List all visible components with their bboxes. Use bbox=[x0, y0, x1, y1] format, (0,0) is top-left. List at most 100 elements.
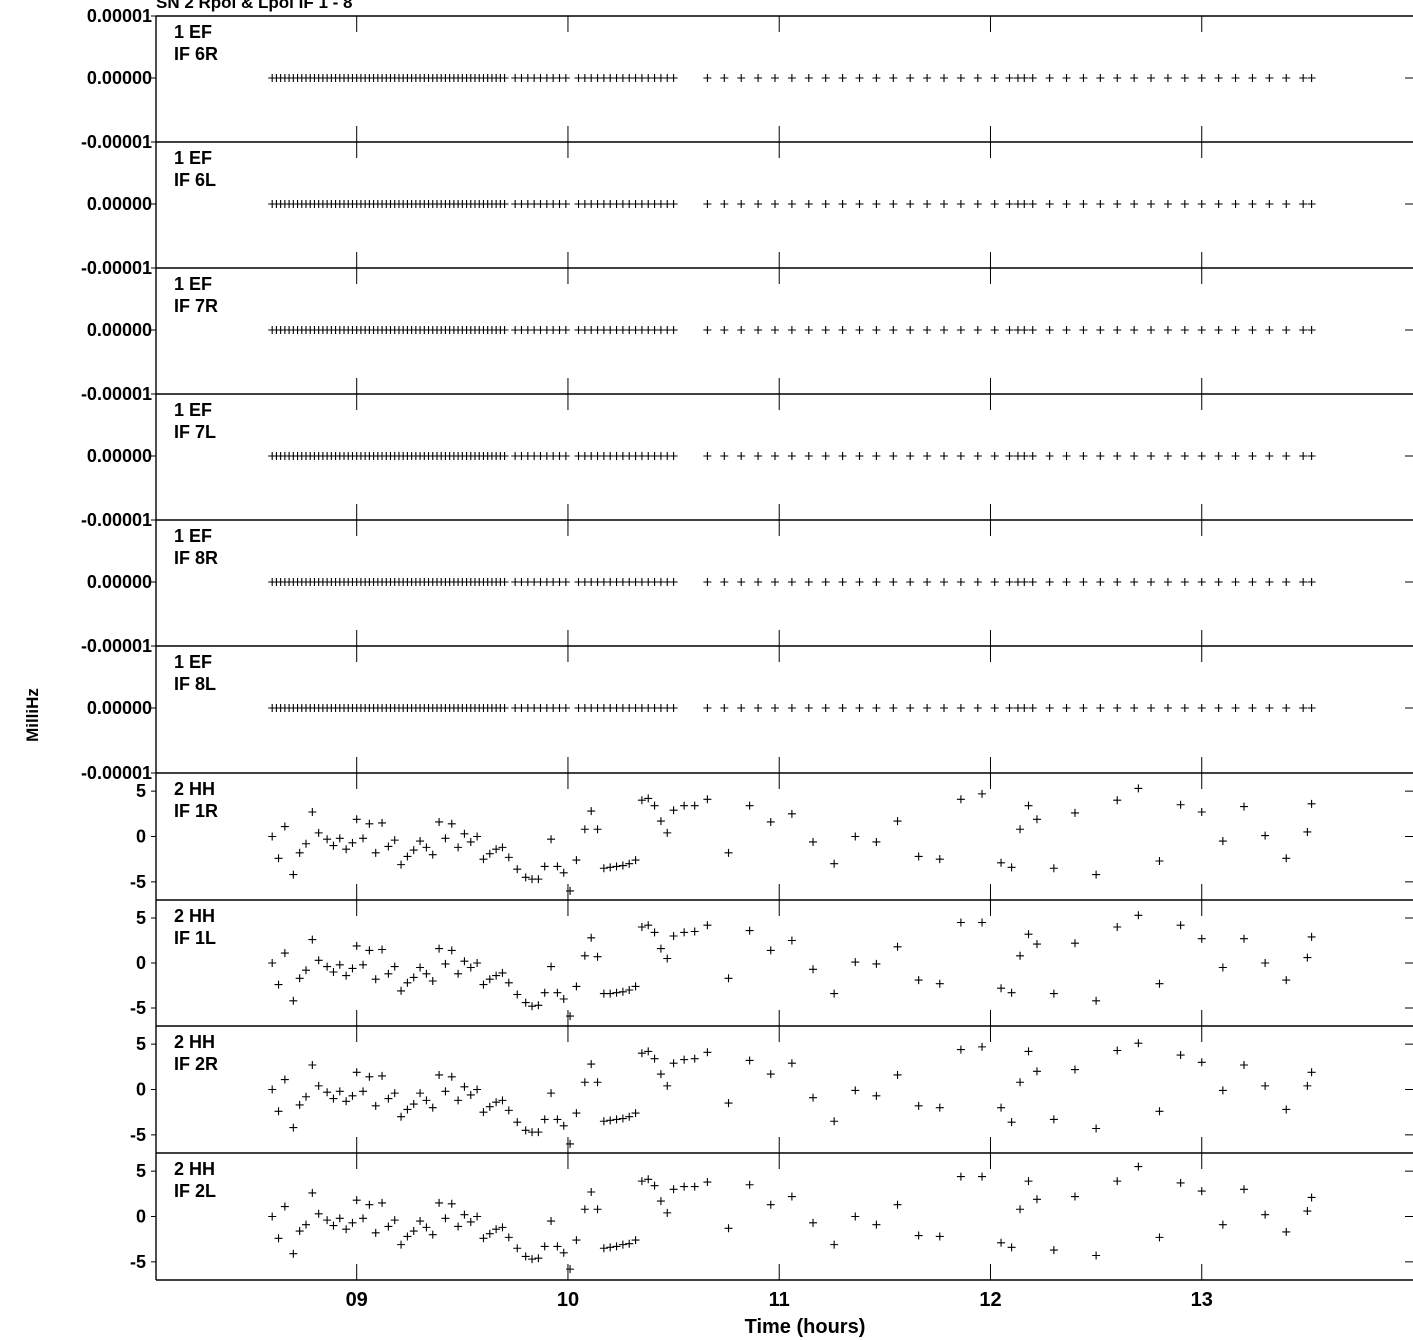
panel-antenna-label: 1 EF bbox=[174, 526, 212, 546]
data-point bbox=[534, 1001, 543, 1010]
data-point bbox=[997, 1238, 1006, 1247]
data-point bbox=[295, 1227, 304, 1236]
data-point bbox=[809, 1093, 818, 1102]
data-point bbox=[754, 74, 763, 82]
data-point bbox=[1062, 704, 1071, 712]
data-point bbox=[561, 74, 570, 82]
data-point bbox=[872, 200, 881, 208]
data-point bbox=[447, 819, 456, 828]
data-point bbox=[724, 848, 733, 857]
data-point bbox=[637, 923, 646, 931]
data-point bbox=[821, 704, 830, 712]
data-point bbox=[618, 1240, 627, 1249]
data-point bbox=[893, 817, 902, 826]
data-point bbox=[1079, 452, 1088, 460]
y-tick-label: -0.00001 bbox=[81, 384, 152, 404]
data-point bbox=[637, 796, 646, 805]
y-tick-label: -0.00001 bbox=[81, 763, 152, 783]
data-point bbox=[566, 886, 575, 895]
data-point bbox=[1032, 940, 1041, 949]
data-point bbox=[371, 1228, 380, 1237]
data-point bbox=[1028, 452, 1037, 460]
data-point bbox=[1147, 200, 1156, 208]
data-point bbox=[690, 1054, 699, 1063]
data-point bbox=[323, 1088, 332, 1097]
data-point bbox=[566, 1265, 575, 1274]
data-point bbox=[809, 1218, 818, 1227]
data-point bbox=[1282, 200, 1291, 208]
data-point bbox=[612, 862, 621, 871]
data-point bbox=[889, 326, 898, 334]
data-point bbox=[1005, 704, 1014, 712]
data-point bbox=[680, 928, 689, 937]
data-point bbox=[1176, 800, 1185, 809]
data-point bbox=[1028, 74, 1037, 82]
data-point bbox=[1265, 452, 1274, 460]
data-point bbox=[428, 1230, 437, 1239]
data-point bbox=[335, 834, 344, 843]
data-point bbox=[1176, 921, 1185, 930]
data-point bbox=[745, 926, 754, 935]
data-point bbox=[1261, 1210, 1270, 1219]
x-tick-label: 11 bbox=[769, 1289, 790, 1311]
data-point bbox=[1307, 1193, 1316, 1202]
data-point bbox=[1024, 1177, 1033, 1186]
data-point bbox=[745, 801, 754, 810]
data-point bbox=[1062, 326, 1071, 334]
data-point bbox=[872, 452, 881, 460]
data-point bbox=[787, 326, 796, 334]
data-point bbox=[441, 1087, 450, 1096]
data-point bbox=[690, 1182, 699, 1191]
data-point bbox=[528, 1255, 537, 1264]
data-point bbox=[521, 873, 530, 882]
data-point bbox=[559, 995, 568, 1003]
data-point bbox=[1049, 1115, 1058, 1124]
data-point bbox=[956, 452, 965, 460]
data-point bbox=[308, 1061, 317, 1070]
data-point bbox=[454, 1096, 463, 1105]
data-point bbox=[268, 959, 277, 967]
data-point bbox=[268, 1212, 277, 1221]
data-point bbox=[295, 974, 304, 983]
data-point bbox=[378, 818, 387, 827]
data-point bbox=[498, 843, 507, 852]
data-point bbox=[754, 452, 763, 460]
data-point bbox=[838, 452, 847, 460]
data-point bbox=[587, 933, 596, 942]
data-point bbox=[703, 200, 712, 208]
data-point bbox=[500, 326, 509, 334]
data-point bbox=[754, 578, 763, 586]
data-point bbox=[656, 817, 665, 826]
data-point bbox=[872, 1220, 881, 1229]
data-point bbox=[365, 1200, 374, 1209]
data-point bbox=[521, 1126, 530, 1135]
data-point bbox=[365, 946, 374, 955]
data-point bbox=[1113, 1177, 1122, 1186]
y-tick-label: 5 bbox=[136, 908, 146, 928]
data-point bbox=[978, 789, 987, 798]
data-point bbox=[956, 1045, 965, 1054]
data-point bbox=[669, 74, 678, 82]
data-point bbox=[1163, 326, 1172, 334]
panel-if-label: IF 8R bbox=[174, 548, 218, 568]
data-point bbox=[1231, 200, 1240, 208]
data-point bbox=[454, 843, 463, 852]
data-point bbox=[855, 326, 864, 334]
data-point bbox=[301, 1092, 310, 1101]
data-point bbox=[770, 200, 779, 208]
data-point bbox=[680, 801, 689, 810]
data-point bbox=[656, 944, 665, 953]
data-point bbox=[1218, 837, 1227, 846]
data-point bbox=[365, 819, 374, 828]
data-point bbox=[1134, 784, 1143, 793]
data-point bbox=[737, 704, 746, 712]
data-point bbox=[906, 704, 915, 712]
data-point bbox=[580, 951, 589, 960]
data-point bbox=[914, 1101, 923, 1110]
data-point bbox=[473, 959, 482, 967]
data-point bbox=[1020, 452, 1029, 460]
data-point bbox=[422, 969, 431, 978]
data-point bbox=[973, 452, 982, 460]
data-point bbox=[770, 74, 779, 82]
data-point bbox=[500, 704, 509, 712]
